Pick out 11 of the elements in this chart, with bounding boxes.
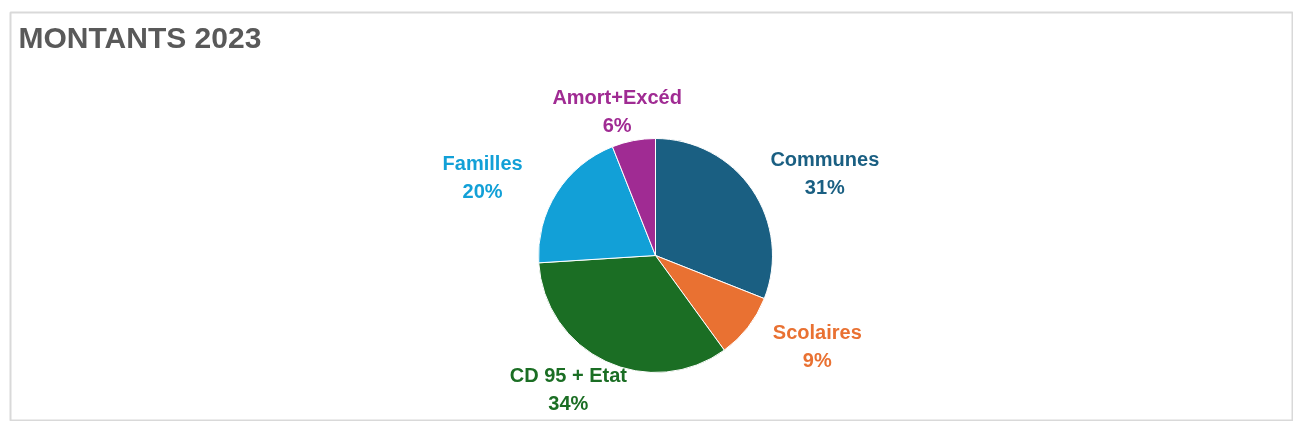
data-label: 31% — [804, 175, 846, 198]
data-label: 9% — [802, 348, 832, 371]
slice-label: Amort+Excéd — [552, 85, 682, 108]
slice-label: Communes — [770, 147, 880, 170]
slice-label: Scolaires — [772, 320, 862, 343]
slice-label: CD 95 + Etat — [509, 363, 628, 386]
slice-label: Familles — [442, 151, 523, 174]
data-label: 6% — [602, 113, 632, 136]
data-label: 34% — [548, 391, 589, 414]
data-label: 20% — [462, 179, 503, 202]
text: MONTANTS 2023 — [18, 20, 262, 54]
